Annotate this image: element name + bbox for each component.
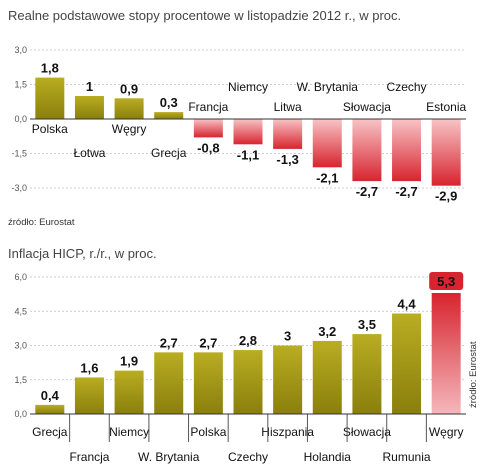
chart2-bar [352,334,382,414]
chart1-value-label: -1,3 [276,152,298,167]
chart1-bar [154,112,184,119]
chart2-ytick-label: 4,5 [14,306,27,316]
chart1-bar [193,119,223,138]
chart2-value-label: 3,2 [318,324,336,339]
chart1-category-label: W. Brytania [297,80,359,94]
chart2-ytick-label: 3,0 [14,341,27,351]
chart1-value-label: 0,3 [160,95,178,110]
chart1-category-label: Polska [32,122,68,136]
chart2-bar [312,340,342,414]
chart2-source: źródło: Eurostat [468,341,479,408]
chart1-ytick-label: -1,5 [11,149,27,159]
chart1-source: źródło: Eurostat [8,217,75,228]
chart1-category-label: Francja [188,100,228,114]
chart2-value-label: 1,9 [120,354,138,369]
chart2-bar [431,292,461,414]
chart1-category-label: Litwa [274,100,302,114]
chart1-plot: 3,0 1,5 0,0 -1,5 -3,0 1,8 Polska 1 Łotwa 0,9 Węgry… [11,45,466,204]
chart1-bar [392,119,422,182]
chart2-category-label: Polska [190,425,226,439]
chart2-value-label: 2,7 [199,335,217,350]
chart2-bar [154,352,184,414]
chart2-bar [273,345,303,414]
chart1-bar [74,96,104,119]
chart2-bar [114,370,144,414]
chart1-value-label: -0,8 [197,140,219,155]
chart1-bar [233,119,263,145]
chart1-title: Realne podstawowe stopy procentowe w lis… [8,8,401,23]
chart1-category-label: Słowacja [343,100,391,114]
chart1-bar [35,77,65,119]
chart1-category-label: Niemcy [228,80,268,94]
chart1-value-label: 1 [86,79,93,94]
chart2-bar [233,350,263,414]
chart2-value-label: 3 [284,329,291,344]
chart1-bar [312,119,342,168]
chart1-value-label: -2,9 [435,189,457,204]
chart2-ytick-label: 1,5 [14,375,27,385]
chart1-value-label: 0,9 [120,81,138,96]
chart2-category-label: Holandia [304,450,352,464]
chart2-value-label: 0,4 [41,388,60,403]
chart1-category-label: Grecja [151,146,187,160]
chart2-value-label: 2,7 [160,335,178,350]
chart1-value-label: -2,7 [395,184,417,199]
chart2-category-label: Francja [69,450,109,464]
chart1-bar [114,98,144,119]
chart2-bar [193,352,223,414]
chart1-bar [273,119,303,149]
chart2-value-label: 4,4 [398,297,417,312]
chart2-value-label: 2,8 [239,333,257,348]
chart2-category-label: Czechy [228,450,268,464]
chart2-category-label: Grecja [32,425,68,439]
chart1-bar [431,119,461,186]
chart1-ytick-label: 0,0 [14,114,27,124]
chart1-value-label: -1,1 [237,147,259,162]
chart1-value-label: 1,8 [41,61,59,76]
chart2-value-label: 5,3 [437,274,455,289]
chart2-category-label: W. Brytania [138,450,200,464]
chart2-value-label: 3,5 [358,317,376,332]
chart2-bar [392,313,422,414]
chart2-category-label: Hiszpania [261,425,314,439]
chart1-ytick-label: -3,0 [11,183,27,193]
chart1-ytick-label: 1,5 [14,80,27,90]
chart2-title: Inflacja HICP, r./r., w proc. [8,246,157,261]
chart2-category-label: Rumunia [383,450,431,464]
chart1-category-label: Łotwa [73,146,105,160]
chart1-category-label: Węgry [112,122,147,136]
chart2-bar [74,377,104,414]
chart2-category-label: Słowacja [343,425,391,439]
chart1-category-label: Czechy [387,80,427,94]
chart2-bar [35,404,65,414]
chart1-ytick-label: 3,0 [14,45,27,55]
chart2-category-label: Węgry [429,425,464,439]
chart1-value-label: -2,7 [356,184,378,199]
chart1-value-label: -2,1 [316,170,338,185]
chart2-ytick-label: 0,0 [14,409,27,419]
chart2-plot: 0,0 1,5 3,0 4,5 6,0 0,4 Grecja 1,6 Francja 1,9 Nie… [14,271,466,464]
chart2-value-label: 1,6 [80,360,98,375]
chart1-category-label: Estonia [426,100,466,114]
chart2-highlight-label-bg [429,271,464,290]
chart1-bar [352,119,382,182]
chart2-ytick-label: 6,0 [14,272,27,282]
chart2-category-label: Niemcy [109,425,149,439]
